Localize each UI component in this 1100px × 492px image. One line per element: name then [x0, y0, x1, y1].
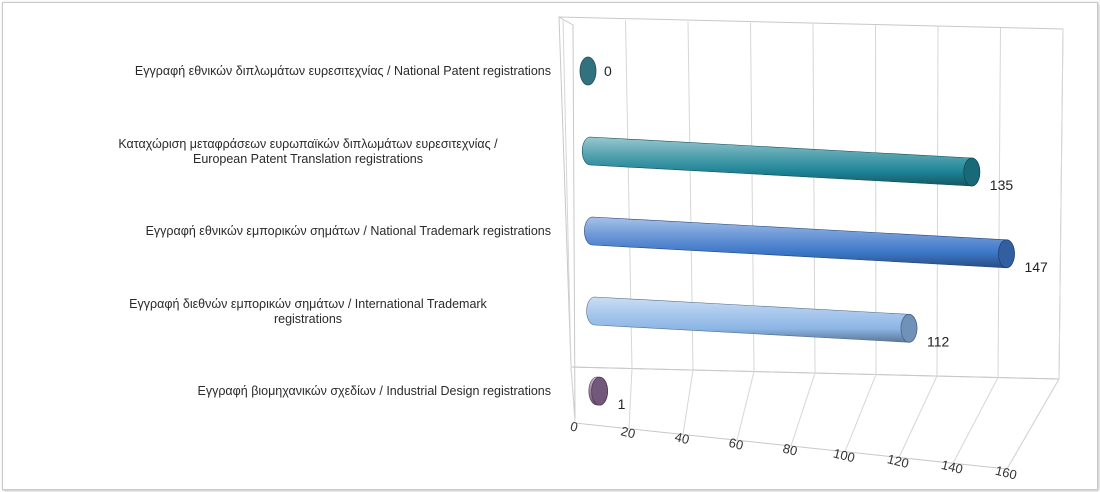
- value-labels: 0 135 147 112 1: [604, 63, 1048, 412]
- bar-3: [586, 296, 918, 343]
- bar-chart: 0 20 40 60 80 100 120 140 160 Εγγραφή εθνικών δι…: [118, 16, 1064, 483]
- x-tick-label: 40: [673, 429, 691, 447]
- floor: [570, 366, 1060, 470]
- grid-line-vertical: [936, 26, 939, 377]
- x-tick-label: 100: [832, 445, 857, 465]
- grid-line-floor: [952, 377, 999, 464]
- grid-line-floor: [844, 374, 877, 452]
- category-label: Καταχώριση μεταφράσεων ευρωπαϊκών διπλωμ…: [118, 137, 498, 151]
- grid-line-floor: [682, 369, 694, 435]
- x-axis-ticks: 0 20 40 60 80 100 120 140 160: [569, 418, 1019, 482]
- x-tick-label: 60: [727, 435, 745, 453]
- grid-line-vertical: [997, 27, 1001, 378]
- x-tick-label: 80: [781, 441, 799, 459]
- grid-line-floor: [1006, 378, 1060, 470]
- value-label: 1: [618, 396, 626, 412]
- x-tick-label: 20: [619, 423, 637, 441]
- category-label: Εγγραφή διεθνών εμπορικών σημάτων / Inte…: [129, 297, 487, 311]
- side-wall: [558, 16, 576, 420]
- category-label: registrations: [274, 312, 342, 326]
- bar-body: [584, 216, 1015, 269]
- value-label: 112: [927, 333, 950, 349]
- grid-line-floor: [570, 366, 576, 424]
- bar-end-cap: [591, 376, 608, 406]
- value-label: 135: [990, 177, 1014, 193]
- x-tick-label: 160: [994, 463, 1019, 483]
- bars: [579, 56, 1015, 406]
- bar-body: [581, 136, 981, 187]
- bar-1: [581, 136, 981, 187]
- bar-body: [586, 296, 918, 343]
- grid-line-vertical: [562, 18, 572, 368]
- value-label: 147: [1024, 259, 1048, 275]
- bar-4: [588, 376, 608, 406]
- category-label: Εγγραφή εθνικών εμπορικών σημάτων / Nati…: [146, 224, 551, 238]
- grid-line-floor: [628, 368, 633, 429]
- x-tick-label: 120: [886, 451, 911, 471]
- bar-0: [579, 56, 597, 86]
- bar-end-cap: [998, 239, 1015, 269]
- grid-line-floor: [790, 372, 816, 447]
- grid-line-vertical: [1058, 28, 1064, 380]
- grid-line-floor: [898, 375, 938, 458]
- bar-2: [584, 216, 1015, 269]
- category-label: Εγγραφή εθνικών διπλωμάτων ευρεσιτεχνίας…: [135, 64, 551, 78]
- bar-end-cap: [900, 313, 918, 343]
- value-label: 0: [604, 63, 612, 79]
- category-labels: Εγγραφή εθνικών διπλωμάτων ευρεσιτεχνίας…: [118, 64, 551, 398]
- x-tick-label: 0: [569, 418, 580, 434]
- category-label: Εγγραφή βιομηχανικών σχεδίων / Industria…: [197, 384, 551, 398]
- x-tick-label: 140: [940, 457, 965, 477]
- bar-end-cap: [963, 157, 981, 187]
- grid-line-floor: [736, 371, 755, 441]
- bar-end-cap: [579, 56, 597, 86]
- category-label: European Patent Translation registration…: [193, 152, 423, 166]
